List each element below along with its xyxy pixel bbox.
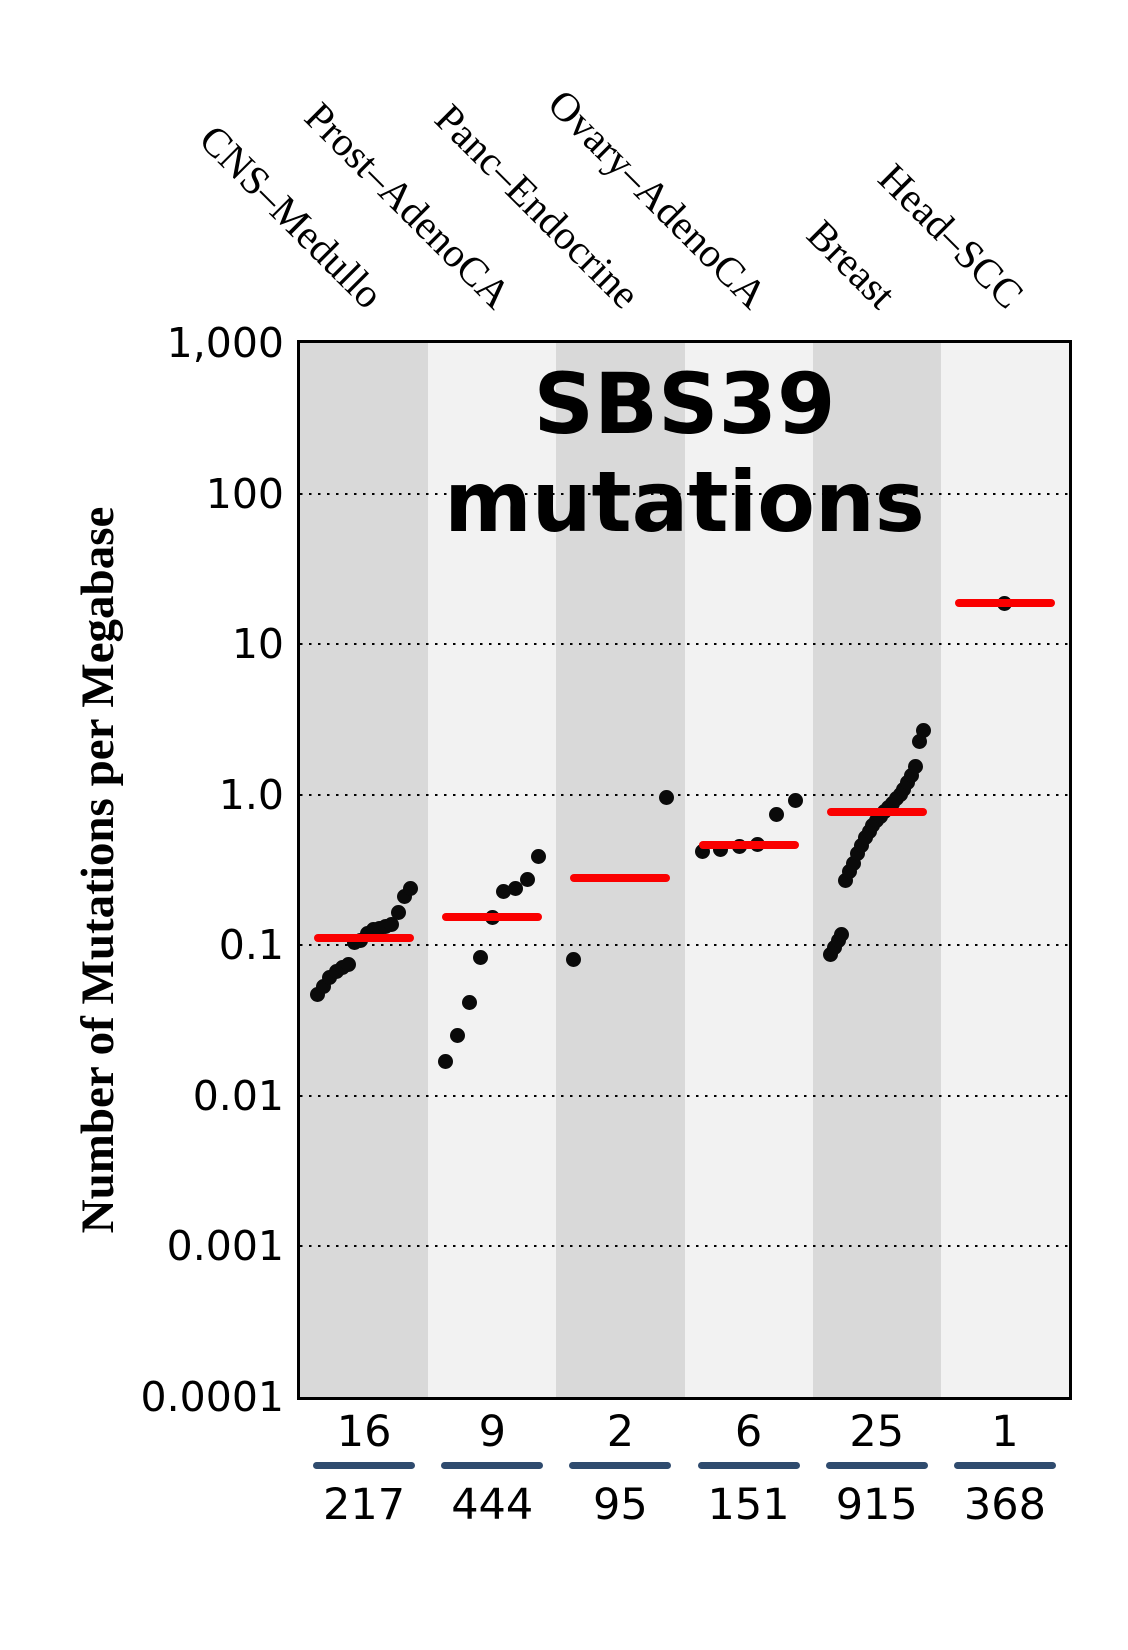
sample-point	[461, 994, 477, 1010]
gridline-0.01	[300, 1094, 1069, 1097]
chart-title: SBS39 mutations	[444, 355, 925, 551]
sample-point	[384, 917, 400, 933]
column-band-1	[300, 343, 430, 1397]
sample-point	[915, 723, 931, 739]
column-band-3	[556, 343, 686, 1397]
samples-with-signature-count: 16	[336, 1407, 392, 1457]
count-divider-bar	[569, 1462, 672, 1469]
count-divider-bar	[953, 1462, 1056, 1469]
y-tick-label: 1,000	[166, 319, 284, 367]
y-tick-label: 100	[205, 469, 284, 518]
count-divider-bar	[697, 1462, 800, 1469]
sample-point	[341, 957, 357, 973]
sample-point	[390, 905, 406, 921]
sample-point	[496, 883, 512, 899]
sample-point	[403, 880, 419, 896]
median-line-2	[442, 913, 543, 922]
total-samples-count: 915	[835, 1480, 918, 1530]
gridline-100	[300, 492, 1069, 495]
median-line-5	[826, 807, 927, 816]
sample-point	[787, 793, 803, 809]
sample-point	[438, 1053, 454, 1069]
total-samples-count: 95	[593, 1480, 648, 1530]
y-tick-label: 1.0	[218, 770, 284, 819]
median-line-4	[698, 841, 799, 850]
gridline-10	[300, 643, 1069, 646]
y-tick-label: 0.1	[218, 921, 284, 970]
median-line-1	[314, 933, 415, 942]
samples-with-signature-count: 9	[478, 1407, 506, 1457]
sample-point	[531, 848, 547, 864]
column-band-4	[684, 343, 814, 1397]
count-divider-bar	[313, 1462, 416, 1469]
samples-with-signature-count: 1	[991, 1407, 1019, 1457]
sample-point	[908, 758, 923, 774]
column-band-6	[940, 343, 1069, 1397]
samples-with-signature-count: 25	[849, 1407, 905, 1457]
gridline-0.1	[300, 944, 1069, 947]
median-line-6	[954, 599, 1055, 608]
sample-point	[659, 789, 675, 805]
sample-point	[768, 806, 784, 822]
total-samples-count: 444	[451, 1480, 534, 1530]
count-divider-bar	[825, 1462, 928, 1469]
column-band-2	[428, 343, 558, 1397]
sample-point	[519, 871, 535, 887]
count-divider-bar	[441, 1462, 544, 1469]
category-label-4: Ovary–AdenoCA	[539, 80, 777, 318]
gridline-0.001	[300, 1245, 1069, 1248]
sample-point	[834, 926, 850, 942]
samples-with-signature-count: 2	[606, 1407, 635, 1457]
sample-point	[566, 951, 582, 967]
sample-point	[508, 880, 523, 896]
sample-point	[473, 949, 489, 965]
y-axis-title: Number of Mutations per Megabase	[72, 506, 124, 1234]
category-label-5: Breast	[798, 210, 905, 318]
plot-area	[300, 343, 1069, 1397]
total-samples-count: 217	[323, 1480, 406, 1530]
y-tick-label: 0.0001	[140, 1373, 284, 1421]
sample-point	[449, 1028, 465, 1044]
samples-with-signature-count: 6	[734, 1407, 763, 1457]
total-samples-count: 368	[963, 1480, 1046, 1530]
column-band-5	[812, 343, 942, 1397]
total-samples-count: 151	[707, 1480, 790, 1530]
gridline-1.0	[300, 793, 1069, 796]
y-tick-label: 10	[231, 620, 284, 669]
y-tick-label: 0.01	[192, 1071, 284, 1120]
y-tick-label: 0.001	[166, 1222, 284, 1271]
median-line-3	[570, 873, 671, 882]
